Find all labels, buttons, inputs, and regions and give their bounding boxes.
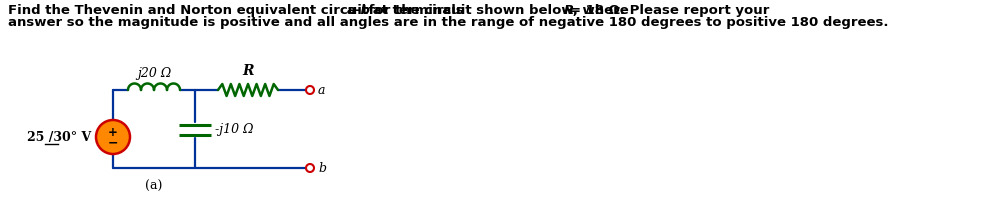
- Text: R: R: [242, 64, 253, 78]
- Text: R: R: [564, 4, 574, 17]
- Text: answer so the magnitude is positive and all angles are in the range of negative : answer so the magnitude is positive and …: [8, 16, 888, 29]
- Text: a-b: a-b: [347, 4, 371, 17]
- Circle shape: [96, 120, 130, 154]
- Circle shape: [306, 86, 314, 94]
- Text: for the circuit shown below, where: for the circuit shown below, where: [364, 4, 633, 17]
- Text: j20 Ω: j20 Ω: [137, 67, 171, 80]
- Circle shape: [306, 164, 314, 172]
- Text: -j10 Ω: -j10 Ω: [215, 123, 253, 136]
- Text: −: −: [108, 136, 119, 150]
- Text: +: +: [109, 125, 118, 139]
- Text: Find the Thevenin and Norton equivalent circuit at terminals: Find the Thevenin and Norton equivalent …: [8, 4, 468, 17]
- Text: b: b: [318, 162, 326, 174]
- Text: (a): (a): [146, 180, 163, 193]
- Text: 25 /30° V: 25 /30° V: [27, 131, 91, 143]
- Text: = 18 Ω. Please report your: = 18 Ω. Please report your: [570, 4, 769, 17]
- Text: a: a: [318, 83, 326, 96]
